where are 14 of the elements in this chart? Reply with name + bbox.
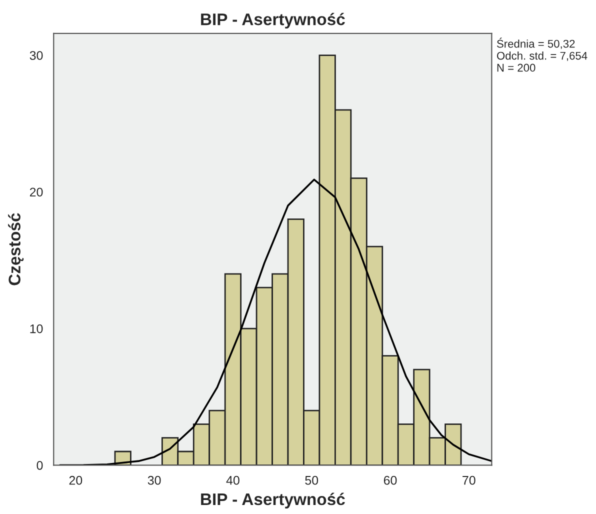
x-tick-label: 30 xyxy=(148,476,161,485)
x-tick-label: 50 xyxy=(305,476,318,485)
y-axis-title: Częstość xyxy=(8,213,24,286)
x-axis-title: BIP - Asertywność xyxy=(201,492,345,508)
y-tick-label: 30 xyxy=(30,51,43,60)
y-tick-label: 10 xyxy=(30,324,43,334)
x-tick-label: 60 xyxy=(384,476,397,485)
x-tick-label: 70 xyxy=(462,476,476,485)
text: Średnia = 50,32 Odch. std. = 7,654 N = 200 xyxy=(496,38,588,72)
y-tick-label: 20 xyxy=(30,188,43,197)
chart-title: BIP - Asertywność xyxy=(201,12,345,29)
x-tick-label: 40 xyxy=(226,476,240,485)
x-tick-label: 20 xyxy=(69,476,82,485)
y-tick-label: 0 xyxy=(36,460,43,470)
